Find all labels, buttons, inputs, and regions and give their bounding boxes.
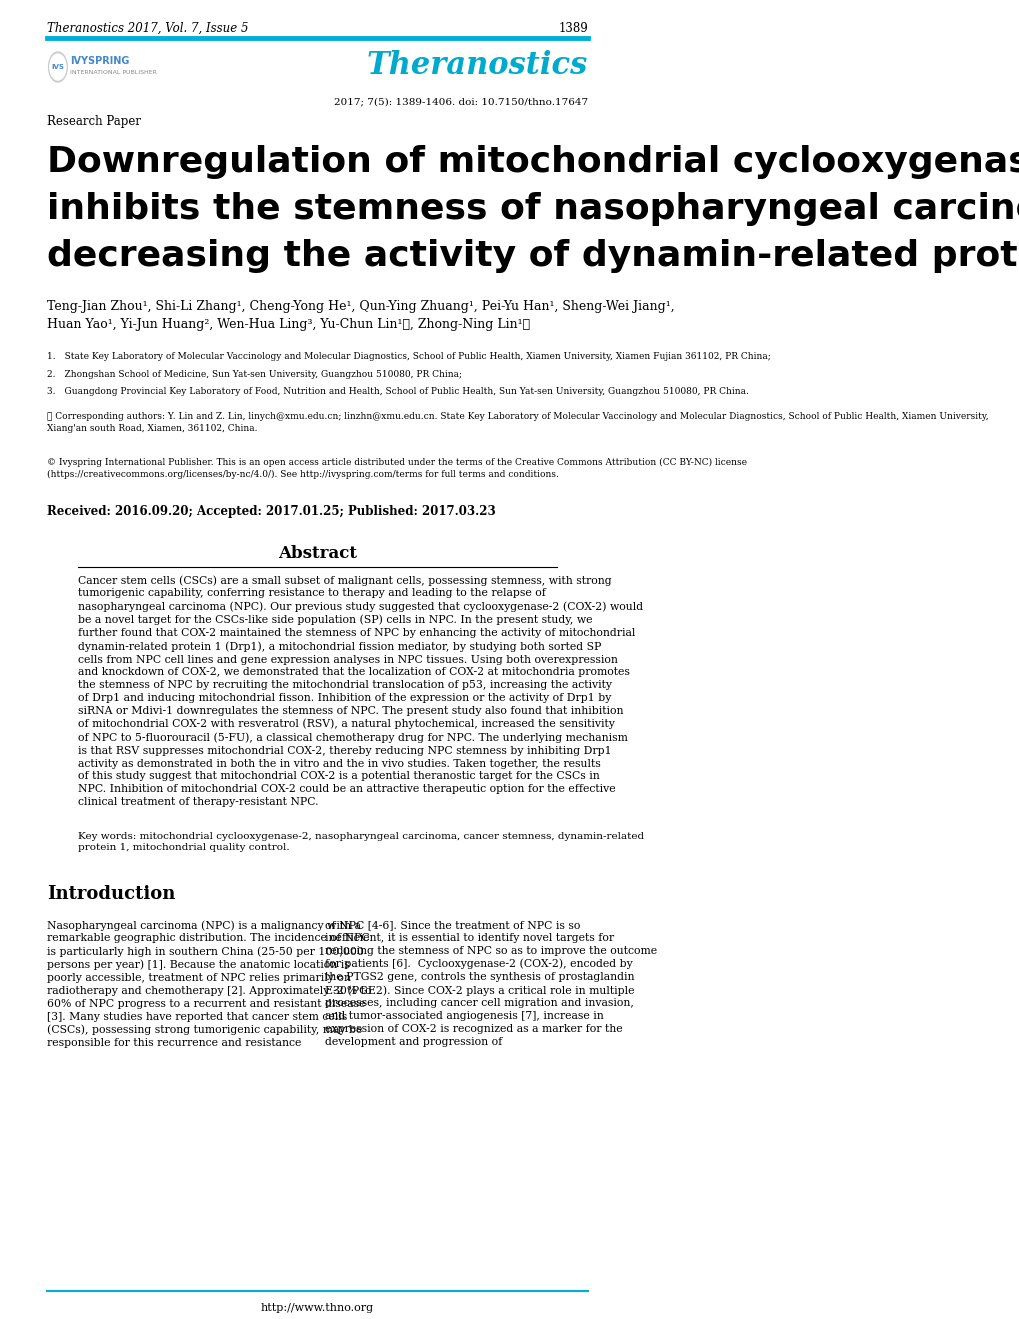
Text: 3. Guangdong Provincial Key Laboratory of Food, Nutrition and Health, School of : 3. Guangdong Provincial Key Laboratory o…	[47, 386, 748, 396]
Text: Research Paper: Research Paper	[47, 115, 141, 128]
Text: Downregulation of mitochondrial cyclooxygenase-2: Downregulation of mitochondrial cyclooxy…	[47, 145, 1019, 179]
Text: of NPC [4-6]. Since the treatment of NPC is so
inefficient, it is essential to i: of NPC [4-6]. Since the treatment of NPC…	[325, 919, 657, 1047]
Text: Received: 2016.09.20; Accepted: 2017.01.25; Published: 2017.03.23: Received: 2016.09.20; Accepted: 2017.01.…	[47, 505, 495, 518]
Text: IVYSPRING: IVYSPRING	[70, 55, 129, 66]
Text: 2. Zhongshan School of Medicine, Sun Yat-sen University, Guangzhou 510080, PR Ch: 2. Zhongshan School of Medicine, Sun Yat…	[47, 369, 462, 379]
Circle shape	[49, 51, 67, 82]
Text: Nasopharyngeal carcinoma (NPC) is a malignancy with a
remarkable geographic dist: Nasopharyngeal carcinoma (NPC) is a mali…	[47, 919, 371, 1049]
Text: Theranostics 2017, Vol. 7, Issue 5: Theranostics 2017, Vol. 7, Issue 5	[47, 21, 248, 34]
Circle shape	[50, 54, 66, 80]
Text: © Ivyspring International Publisher. This is an open access article distributed : © Ivyspring International Publisher. Thi…	[47, 458, 746, 479]
Text: 2017; 7(5): 1389-1406. doi: 10.7150/thno.17647: 2017; 7(5): 1389-1406. doi: 10.7150/thno…	[334, 98, 588, 106]
Text: IVS: IVS	[51, 65, 64, 70]
Text: Introduction: Introduction	[47, 885, 175, 904]
Text: Key words: mitochondrial cyclooxygenase-2, nasopharyngeal carcinoma, cancer stem: Key words: mitochondrial cyclooxygenase-…	[77, 832, 643, 852]
Text: Theranostics: Theranostics	[367, 50, 588, 82]
Text: http://www.thno.org: http://www.thno.org	[261, 1303, 374, 1312]
Text: decreasing the activity of dynamin-related protein 1: decreasing the activity of dynamin-relat…	[47, 239, 1019, 273]
Text: 1. State Key Laboratory of Molecular Vaccinology and Molecular Diagnostics, Scho: 1. State Key Laboratory of Molecular Vac…	[47, 352, 769, 361]
Text: Abstract: Abstract	[278, 545, 357, 562]
Text: inhibits the stemness of nasopharyngeal carcinoma by: inhibits the stemness of nasopharyngeal …	[47, 193, 1019, 226]
Text: 1389: 1389	[558, 21, 588, 34]
Text: INTERNATIONAL PUBLISHER: INTERNATIONAL PUBLISHER	[70, 70, 157, 75]
Text: ✉ Corresponding authors: Y. Lin and Z. Lin, linych@xmu.edu.cn; linzhn@xmu.edu.cn: ✉ Corresponding authors: Y. Lin and Z. L…	[47, 412, 987, 433]
Text: Cancer stem cells (CSCs) are a small subset of malignant cells, possessing stemn: Cancer stem cells (CSCs) are a small sub…	[77, 575, 642, 807]
Text: Teng-Jian Zhou¹, Shi-Li Zhang¹, Cheng-Yong He¹, Qun-Ying Zhuang¹, Pei-Yu Han¹, S: Teng-Jian Zhou¹, Shi-Li Zhang¹, Cheng-Yo…	[47, 299, 674, 331]
